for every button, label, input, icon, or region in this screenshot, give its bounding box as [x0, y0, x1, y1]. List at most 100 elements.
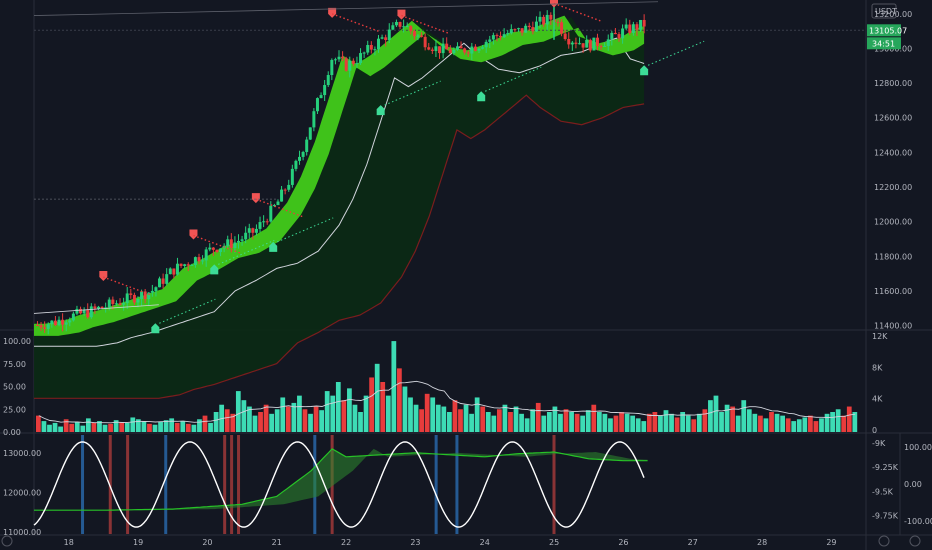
- candle-body: [211, 247, 215, 250]
- volume-ma-line: [38, 380, 856, 424]
- price-tick-label: 12600.00: [874, 114, 912, 123]
- volume-bar: [608, 418, 613, 432]
- candle-body: [477, 48, 481, 51]
- volume-bar: [574, 413, 580, 432]
- candle-body: [140, 291, 144, 299]
- candle-body: [556, 21, 560, 23]
- volume-bar: [80, 425, 86, 432]
- price-tick-label: 13200.00: [874, 10, 912, 19]
- volume-bar: [535, 402, 541, 432]
- candle-body: [581, 43, 585, 48]
- candle-body: [459, 46, 463, 49]
- volume-bar: [69, 423, 75, 432]
- zoom-button[interactable]: [1, 535, 13, 547]
- candle-body: [190, 264, 194, 266]
- indicator-tick-label: 11000.00: [3, 528, 41, 537]
- volume-bar: [224, 409, 230, 432]
- auto-scale-button[interactable]: [878, 535, 890, 547]
- volume-bar: [841, 415, 847, 432]
- sell-signal-marker: [328, 7, 337, 18]
- candle-body: [301, 151, 305, 157]
- volume-bar: [247, 406, 252, 432]
- candle-body: [68, 320, 72, 323]
- time-tick-label: 20: [202, 538, 212, 547]
- last-price-label: 13105.07: [869, 26, 907, 35]
- volume-bar: [719, 412, 724, 432]
- volume-bar: [758, 415, 763, 432]
- candle-body: [387, 29, 391, 41]
- candle-body: [172, 268, 176, 275]
- candle-body: [323, 85, 327, 96]
- volume-bar: [97, 421, 102, 432]
- candle-body: [287, 184, 291, 190]
- volume-bar: [558, 413, 563, 432]
- candle-body: [175, 263, 179, 275]
- candle-body: [208, 247, 212, 250]
- volume-bar: [47, 424, 52, 432]
- volume-bar: [380, 382, 386, 432]
- volume-bar: [280, 397, 286, 432]
- volume-tick-label: 50.00: [3, 383, 26, 392]
- price-tick-label: 11400.00: [874, 322, 912, 331]
- candle-body: [355, 63, 359, 65]
- volume-bar: [363, 395, 369, 432]
- volume-bar: [141, 421, 147, 432]
- candle-body: [262, 221, 266, 223]
- candle-body: [125, 293, 129, 304]
- volume-bar: [596, 412, 602, 432]
- candle-body: [423, 36, 427, 48]
- buy-signal-marker: [477, 91, 486, 102]
- candle-body: [613, 32, 617, 35]
- candle-body: [179, 263, 183, 267]
- candle-body: [61, 319, 65, 325]
- volume-bar: [508, 412, 513, 432]
- candle-body: [201, 260, 205, 262]
- sell-trail: [331, 13, 381, 33]
- candle-body: [473, 46, 477, 51]
- volume-bar: [452, 400, 458, 432]
- candle-body: [150, 290, 154, 293]
- volume-bar: [708, 400, 713, 432]
- candle-body: [628, 24, 632, 33]
- time-tick-label: 29: [826, 538, 836, 547]
- candle-body: [114, 303, 118, 305]
- trend-cloud: [34, 17, 645, 399]
- volume-bar: [324, 391, 330, 432]
- candle-body: [563, 33, 567, 40]
- volume-bar: [591, 404, 597, 432]
- moving-average-line: [34, 37, 645, 347]
- volume-bar: [369, 377, 374, 432]
- candle-body: [427, 47, 431, 50]
- candle-body: [82, 309, 86, 314]
- volume-bar: [852, 412, 858, 432]
- candle-body: [219, 248, 223, 253]
- volume-bar: [530, 409, 536, 432]
- candle-body: [369, 45, 373, 50]
- candle-body: [441, 43, 445, 54]
- candle-body: [272, 205, 276, 207]
- settings-button[interactable]: [909, 535, 921, 547]
- candle-body: [491, 35, 495, 40]
- candle-body: [445, 43, 449, 50]
- candle-body: [391, 25, 395, 30]
- candle-body: [359, 53, 363, 64]
- candle-body: [499, 35, 503, 38]
- candle-body: [276, 201, 280, 206]
- volume-bar: [213, 412, 219, 432]
- volume-bar: [824, 413, 830, 432]
- volume-bar: [352, 404, 358, 432]
- candle-body: [251, 228, 255, 233]
- volume-bar: [730, 406, 736, 432]
- candle-body: [484, 41, 488, 48]
- candle-body: [53, 320, 57, 326]
- candle-body: [147, 292, 151, 300]
- time-tick-label: 21: [272, 538, 282, 547]
- volume-bar: [341, 400, 347, 432]
- volume-bar: [669, 413, 674, 432]
- candle-body: [93, 306, 97, 309]
- sell-signal-marker: [397, 9, 406, 20]
- volume-bar: [519, 413, 524, 432]
- volume-bar: [619, 412, 624, 432]
- volume-bar: [663, 410, 669, 432]
